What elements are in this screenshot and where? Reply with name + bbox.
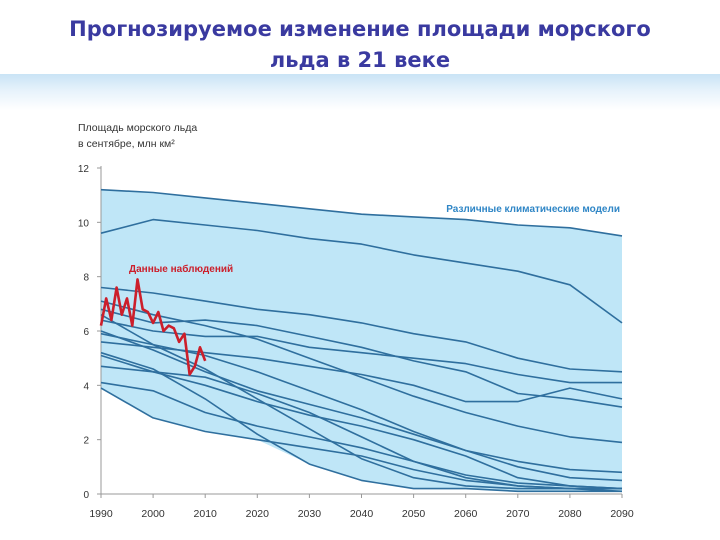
y-axis-label-line-2: в сентябре, млн км² [78,138,175,150]
model-series-line [100,286,623,373]
model-annotation: Различные климатические модели [446,204,620,215]
model-series-line [100,300,623,444]
axes: 0 2 4 6 8 10 12 1990 2000 2010 2020 2030 2040 2050 206… [78,164,634,520]
observed-series-line [99,278,207,376]
observed-line-layer [99,278,207,376]
model-series-line [100,308,623,408]
x-tick-label: 2040 [350,508,374,520]
x-tick-label: 2030 [298,508,322,520]
slide-title: Прогнозируемое изменение площади морског… [0,14,720,76]
title-gradient-band [0,74,720,110]
y-tick-label: 4 [83,381,89,392]
y-tick-label: 0 [83,490,89,501]
x-tick-label: 2020 [246,508,270,520]
x-tick-label: 2050 [402,508,426,520]
y-tick-label: 6 [83,327,89,338]
model-series-line [100,188,623,237]
x-tick-label: 2090 [610,508,634,520]
observed-annotation: Данные наблюдений [129,263,233,275]
x-tick-label: 2010 [194,508,218,520]
x-tick-label: 2060 [454,508,478,520]
model-series-line [100,218,623,324]
model-series-line [100,387,622,490]
model-series-line [100,354,623,490]
x-tick-label: 2070 [506,508,530,520]
model-series-line [100,319,622,384]
slide-title-line-2: льда в 21 веке [269,48,451,72]
y-tick-label: 12 [78,164,90,175]
x-tick-label: 2080 [558,508,582,520]
model-series-line [100,381,623,490]
y-axis-label-line-1: Площадь морского льда [78,122,197,134]
y-tick-label: 8 [83,273,89,284]
x-tick-label: 2000 [141,508,165,520]
y-tick-label: 10 [78,218,90,229]
x-tick-label: 1990 [89,508,113,520]
slide-title-line-1: Прогнозируемое изменение площади морског… [69,17,651,41]
model-series-line [100,351,622,493]
y-tick-label: 2 [83,436,89,447]
